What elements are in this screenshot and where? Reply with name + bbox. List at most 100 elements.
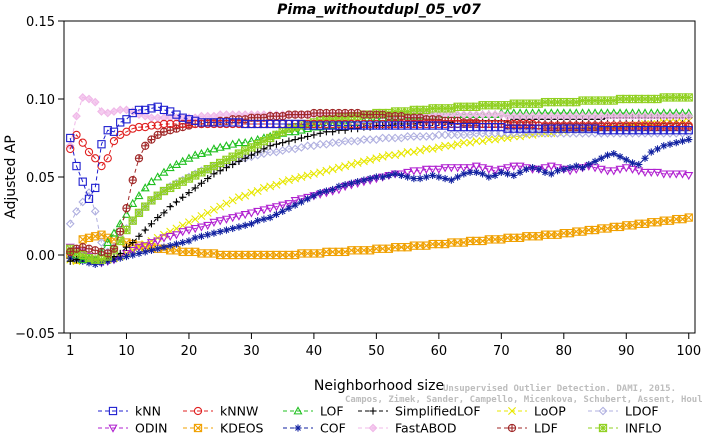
point-odin xyxy=(421,165,431,174)
point-ldof xyxy=(347,136,356,146)
point-knn xyxy=(97,140,106,149)
point-loop xyxy=(247,188,256,197)
point-knnw xyxy=(665,121,675,130)
series-line-ldf xyxy=(69,112,689,254)
point-loop xyxy=(391,151,400,160)
point-ldof xyxy=(72,206,81,216)
point-odin xyxy=(171,231,181,240)
legend-item-simplifiedlof: SimplifiedLOF xyxy=(358,404,481,419)
point-cof xyxy=(335,182,343,190)
point-cof xyxy=(566,164,574,172)
point-inflo xyxy=(134,208,144,218)
point-knn xyxy=(440,121,450,130)
point-simplifiedlof xyxy=(122,243,131,251)
point-lof xyxy=(140,183,150,192)
point-fastabod xyxy=(153,113,163,123)
series-knn xyxy=(66,102,693,203)
point-knn xyxy=(222,118,231,127)
point-simplifiedlof xyxy=(285,137,293,145)
point-knn xyxy=(584,124,593,133)
point-knn xyxy=(309,121,319,130)
point-lof xyxy=(240,137,250,147)
point-cof xyxy=(247,220,256,228)
point-knn xyxy=(547,124,556,133)
point-cof xyxy=(560,165,568,173)
point-lof xyxy=(215,142,225,151)
point-knn xyxy=(197,118,206,127)
point-lof xyxy=(284,127,294,136)
point-cof xyxy=(547,170,555,178)
point-lof xyxy=(121,209,132,218)
point-fastabod xyxy=(640,111,650,121)
point-ldof xyxy=(390,133,400,143)
point-cof xyxy=(297,198,306,206)
point-cof xyxy=(410,174,418,183)
legend-marker-knn xyxy=(108,406,118,416)
point-knn xyxy=(403,121,412,130)
point-knn xyxy=(559,124,568,133)
point-cof xyxy=(272,210,281,219)
point-fastabod xyxy=(503,111,512,121)
point-simplifiedlof xyxy=(316,129,324,137)
point-fastabod xyxy=(559,111,569,121)
point-odin xyxy=(677,170,688,179)
x-tick-label: 50 xyxy=(368,344,385,359)
point-ldof xyxy=(440,130,450,140)
point-cof xyxy=(366,174,374,183)
point-knn xyxy=(291,119,300,129)
point-ldf xyxy=(172,124,181,133)
point-knn xyxy=(622,126,631,135)
point-loop xyxy=(209,205,218,214)
point-knn xyxy=(216,118,225,127)
point-odin xyxy=(290,196,300,206)
point-fastabod xyxy=(496,110,506,119)
point-lof xyxy=(134,190,144,200)
legend-marker-knnw xyxy=(193,406,203,416)
point-fastabod xyxy=(78,93,88,102)
legend-label-knn: kNN xyxy=(135,404,161,419)
point-cof xyxy=(329,185,337,194)
point-lof xyxy=(234,137,244,147)
point-loop xyxy=(309,169,318,178)
point-fastabod xyxy=(659,111,669,121)
point-fastabod xyxy=(103,108,113,118)
point-knnw xyxy=(647,121,656,130)
point-cof xyxy=(397,171,405,180)
point-simplifiedlof xyxy=(72,256,81,264)
point-fastabod xyxy=(646,111,656,121)
point-knn xyxy=(659,126,668,135)
point-odin xyxy=(296,195,306,204)
point-knn xyxy=(678,126,687,135)
point-odin xyxy=(446,164,456,173)
legend-item-ldf: LDF xyxy=(497,421,558,434)
point-loop xyxy=(278,177,287,186)
point-simplifiedlof xyxy=(141,226,149,234)
point-cof xyxy=(647,148,655,156)
point-cof xyxy=(241,221,249,229)
point-ldof xyxy=(328,138,338,148)
point-odin xyxy=(403,168,413,178)
point-simplifiedlof xyxy=(304,132,312,141)
point-simplifiedlof xyxy=(172,198,181,206)
point-knn xyxy=(665,126,675,135)
legend-label-lof: LOF xyxy=(320,404,344,419)
y-tick-label: 0.10 xyxy=(26,93,55,108)
point-knn xyxy=(503,124,512,133)
point-simplifiedlof xyxy=(135,232,143,240)
point-cof xyxy=(503,170,512,178)
point-cof xyxy=(204,231,212,239)
point-loop xyxy=(491,135,500,144)
point-cof xyxy=(216,228,224,236)
point-knn xyxy=(628,126,637,135)
x-tick-label: 1 xyxy=(66,344,74,359)
point-lof xyxy=(146,176,157,186)
point-simplifiedlof xyxy=(247,151,256,159)
point-odin xyxy=(253,207,263,217)
point-odin xyxy=(165,232,175,242)
point-odin xyxy=(665,170,675,179)
y-tick-label: 0.15 xyxy=(26,15,55,30)
point-fastabod xyxy=(671,111,681,121)
point-ldof xyxy=(65,219,75,229)
point-ldof xyxy=(421,132,431,141)
point-odin xyxy=(659,170,669,179)
